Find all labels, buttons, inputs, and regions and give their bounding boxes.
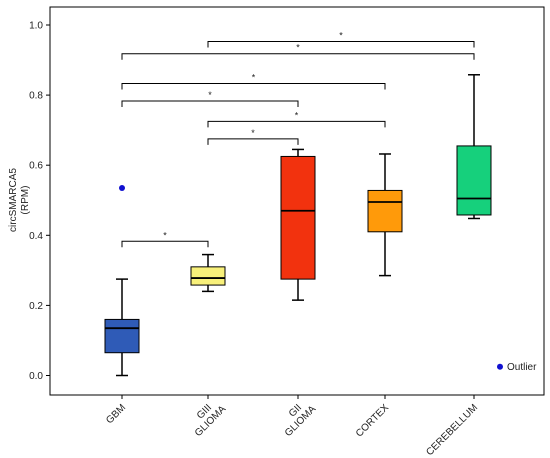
x-tick-label-line: GBM bbox=[104, 402, 128, 426]
legend-marker bbox=[497, 363, 503, 370]
y-tick-label: 1.0 bbox=[29, 21, 43, 32]
x-tick-label-line: CORTEX bbox=[354, 402, 391, 439]
significance-star: * bbox=[252, 73, 256, 83]
significance-bracket bbox=[207, 138, 299, 145]
box-body bbox=[280, 155, 316, 280]
box-body bbox=[367, 189, 403, 233]
box-group bbox=[456, 74, 492, 399]
significance-bracket bbox=[121, 83, 386, 90]
y-tick-label: 0.8 bbox=[29, 91, 43, 102]
x-tick-label: CORTEX bbox=[354, 402, 391, 439]
y-tick-label: 0.2 bbox=[29, 301, 43, 312]
x-tick-label-line: CEREBELLUM bbox=[424, 402, 480, 458]
significance-star: * bbox=[163, 230, 167, 240]
significance-star: * bbox=[208, 90, 212, 100]
box-body bbox=[456, 145, 492, 216]
significance-star: * bbox=[295, 110, 299, 120]
boxes bbox=[104, 74, 492, 399]
significance-star: * bbox=[296, 43, 300, 53]
y-tick-label: 0.6 bbox=[29, 161, 43, 172]
significance-bracket bbox=[121, 240, 209, 248]
box-group bbox=[280, 148, 316, 399]
x-tick-label: GIIGLIOMA bbox=[275, 396, 318, 439]
y-axis-label-line: (RPM) bbox=[20, 186, 31, 215]
y-axis-label-line: circSMARCA5 bbox=[8, 168, 19, 232]
outlier-point bbox=[119, 184, 125, 191]
y-tick-label: 0.4 bbox=[29, 231, 43, 242]
y-axis: 0.0 0.2 0.4 0.6 0.8 1.0 bbox=[29, 21, 50, 382]
box-body bbox=[104, 318, 140, 354]
significance-star: * bbox=[251, 128, 255, 138]
y-tick-label: 0.0 bbox=[29, 371, 43, 382]
significance-bracket bbox=[121, 53, 475, 60]
x-axis-labels: GBM GIIIGLIOMA GIIGLIOMA CORTEX CEREBELLUM bbox=[104, 396, 480, 458]
significance-bracket bbox=[121, 100, 299, 108]
x-tick-label: GIIIGLIOMA bbox=[185, 396, 228, 439]
box-group bbox=[104, 184, 140, 399]
legend: Outlier bbox=[497, 362, 537, 373]
x-tick-label: GBM bbox=[104, 402, 128, 426]
box-body bbox=[190, 266, 226, 286]
y-axis-label: circSMARCA5 (RPM) bbox=[8, 168, 31, 232]
significance-star: * bbox=[339, 30, 343, 40]
legend-label: Outlier bbox=[507, 362, 537, 373]
box-group bbox=[367, 153, 403, 399]
x-tick-label: CEREBELLUM bbox=[424, 402, 480, 458]
significance-bracket bbox=[207, 120, 386, 128]
significance-bracket bbox=[207, 40, 475, 48]
box-group bbox=[190, 253, 226, 399]
significance-brackets: * * * * * * * bbox=[121, 30, 475, 248]
